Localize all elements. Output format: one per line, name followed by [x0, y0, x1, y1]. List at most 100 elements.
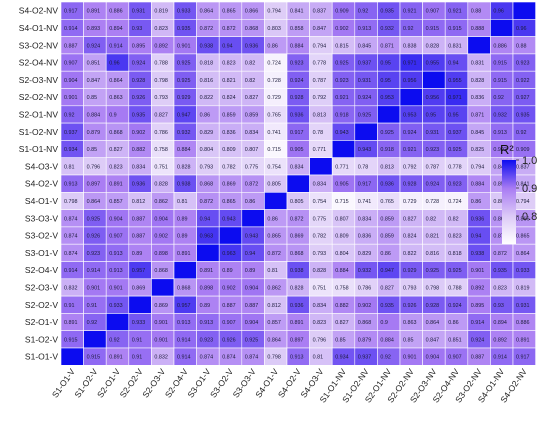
cell-value-label: 0.886	[109, 9, 123, 15]
cell-value-label: 0.926	[87, 234, 101, 240]
cell-value-label: 0.925	[87, 216, 101, 222]
cell-value-label: 0.819	[154, 9, 168, 15]
cell-value-label: 0.905	[290, 147, 304, 153]
cell-value-label: 0.901	[87, 285, 101, 291]
cell-value-label: 0.935	[380, 9, 394, 15]
cell-value-label: 0.827	[109, 147, 123, 153]
cell-value-label: 0.859	[380, 234, 394, 240]
cell-value-label: 0.868	[200, 182, 214, 188]
cell-value-label: 0.89	[200, 303, 211, 309]
cell-value-label: 0.92	[358, 9, 369, 15]
cell-value-label: 0.86	[471, 199, 482, 205]
cell-value-label: 0.832	[154, 355, 168, 361]
cell-value-label: 0.86	[380, 251, 391, 257]
cell-value-label: 0.827	[403, 216, 417, 222]
cell-value-label: 0.933	[132, 320, 146, 326]
cell-value-label: 0.938	[471, 251, 485, 257]
heatmap-cell	[173, 261, 197, 280]
cell-value-label: 0.927	[516, 95, 530, 101]
cell-value-label: 0.82	[448, 216, 459, 222]
cell-value-label: 0.81	[64, 164, 75, 170]
cell-value-label: 0.955	[448, 78, 462, 84]
cell-value-label: 0.91	[132, 355, 143, 361]
cell-value-label: 0.915	[87, 355, 101, 361]
cell-value-label: 0.921	[403, 147, 417, 153]
cell-value-label: 0.935	[516, 112, 530, 118]
cell-value-label: 0.887	[245, 303, 258, 309]
cell-value-label: 0.85	[87, 147, 98, 153]
row-label: S3-O3-V	[25, 213, 58, 223]
cell-value-label: 0.89	[177, 216, 188, 222]
row-label: S3-O2-V	[25, 231, 58, 241]
cell-value-label: 0.956	[403, 78, 417, 84]
cell-value-label: 0.827	[335, 320, 349, 326]
cell-value-label: 0.809	[222, 147, 236, 153]
cell-value-label: 0.914	[64, 268, 78, 274]
cell-value-label: 0.926	[222, 337, 236, 343]
cell-value-label: 0.923	[200, 337, 214, 343]
colorbar-gradient	[502, 160, 516, 244]
cell-value-label: 0.765	[380, 199, 394, 205]
cell-value-label: 0.858	[290, 26, 304, 32]
cell-value-label: 0.863	[403, 320, 417, 326]
cell-value-label: 0.894	[493, 320, 507, 326]
cell-value-label: 0.794	[267, 9, 281, 15]
cell-value-label: 0.947	[177, 112, 191, 118]
cell-value-label: 0.847	[426, 337, 440, 343]
cell-value-label: 0.901	[154, 320, 168, 326]
cell-value-label: 0.932	[493, 112, 507, 118]
cell-value-label: 0.807	[335, 216, 349, 222]
colorbar-tick-label: 0.9	[522, 183, 537, 195]
cell-value-label: 0.872	[290, 216, 304, 222]
cell-value-label: 0.89	[245, 268, 256, 274]
cell-value-label: 0.728	[267, 78, 281, 84]
cell-value-label: 0.829	[358, 251, 372, 257]
cell-value-label: 0.798	[64, 199, 78, 205]
cell-value-label: 0.872	[200, 199, 214, 205]
cell-value-label: 0.915	[448, 26, 462, 32]
cell-value-label: 0.823	[222, 61, 236, 67]
cell-value-label: 0.724	[448, 199, 462, 205]
cell-value-label: 0.925	[177, 78, 191, 84]
cell-value-label: 0.904	[154, 216, 168, 222]
heatmap-grid: 0.917 0.891 0.886 0.931 0.819 0.933 0.864 0.865…	[60, 1, 536, 366]
cell-value-label: 0.943	[335, 130, 349, 136]
cell-value-label: 0.884	[471, 182, 485, 188]
cell-value-label: 0.904	[426, 355, 440, 361]
cell-value-label: 0.86	[267, 216, 278, 222]
cell-value-label: 0.85	[335, 337, 346, 343]
cell-value-label: 0.793	[154, 95, 168, 101]
cell-value-label: 0.874	[64, 234, 78, 240]
heatmap-cell	[422, 70, 446, 89]
cell-value-label: 0.792	[403, 164, 417, 170]
cell-value-label: 0.931	[426, 130, 440, 136]
cell-value-label: 0.793	[200, 164, 214, 170]
cell-value-label: 0.836	[471, 95, 485, 101]
cell-value-label: 0.86	[245, 199, 256, 205]
row-label: S1-O1-NV	[19, 144, 59, 154]
cell-value-label: 0.834	[245, 130, 258, 136]
cell-value-label: 0.89	[132, 251, 143, 257]
cell-value-label: 0.741	[267, 130, 281, 136]
cell-value-label: 0.935	[132, 112, 146, 118]
cell-value-label: 0.933	[109, 303, 123, 309]
cell-value-label: 0.831	[448, 43, 462, 49]
cell-value-label: 0.937	[358, 355, 372, 361]
cell-value-label: 0.924	[132, 61, 146, 67]
row-label: S2-O4-NV	[19, 58, 59, 68]
cell-value-label: 0.874	[222, 355, 236, 361]
cell-value-label: 0.938	[290, 268, 304, 274]
cell-value-label: 0.823	[448, 234, 462, 240]
cell-value-label: 0.887	[222, 303, 236, 309]
cell-value-label: 0.754	[313, 199, 327, 205]
cell-value-label: 0.888	[471, 26, 485, 32]
cell-value-label: 0.81	[267, 268, 278, 274]
cell-value-label: 0.963	[222, 251, 236, 257]
cell-value-label: 0.897	[290, 337, 304, 343]
cell-value-label: 0.895	[471, 303, 485, 309]
cell-value-label: 0.884	[177, 147, 191, 153]
cell-value-label: 0.907	[222, 320, 236, 326]
cell-value-label: 0.864	[200, 9, 214, 15]
cell-value-label: 0.923	[87, 251, 101, 257]
cell-value-label: 0.892	[493, 337, 507, 343]
